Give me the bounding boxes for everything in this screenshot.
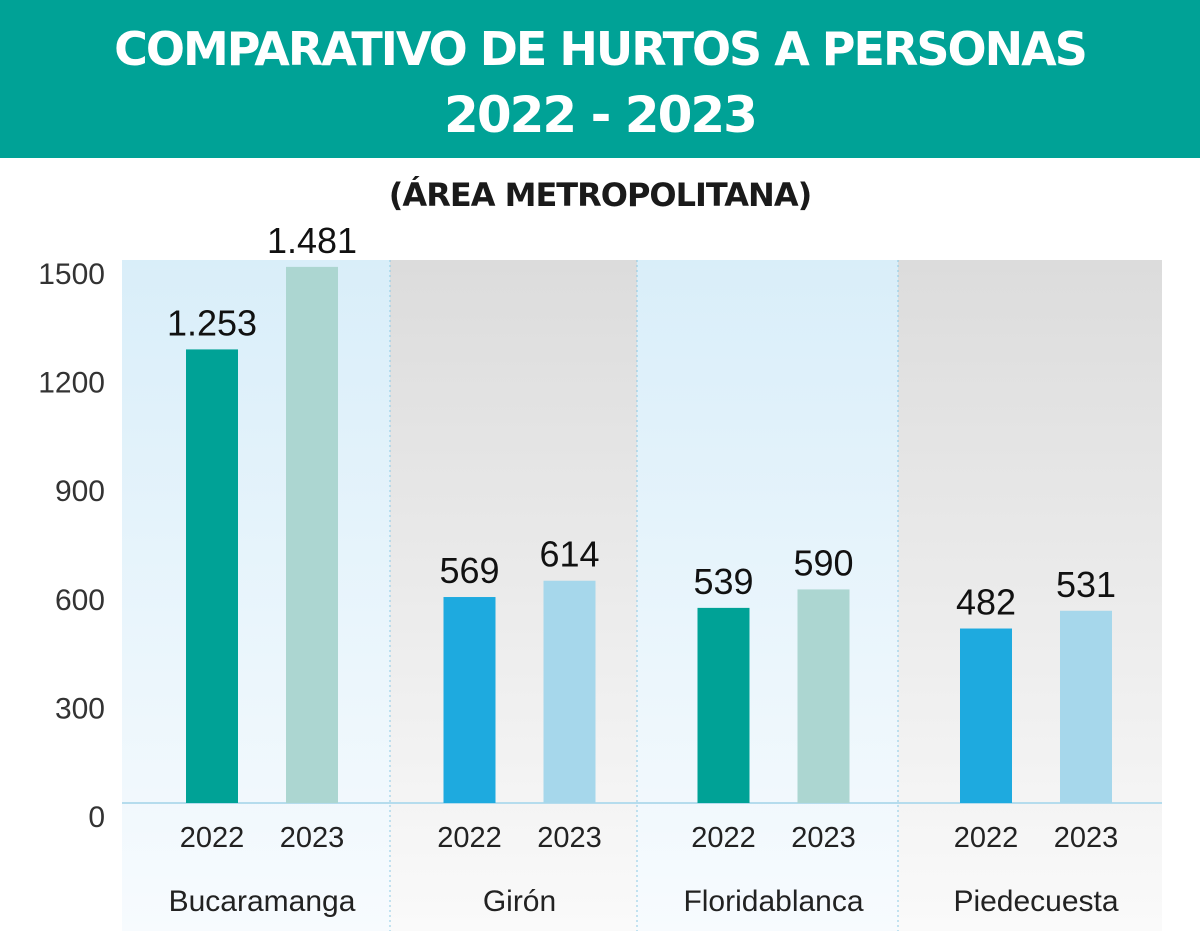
- bar-girón-2023: [543, 580, 596, 803]
- y-tick-label: 300: [55, 692, 105, 725]
- data-label: 531: [1056, 564, 1116, 605]
- title-banner: COMPARATIVO DE HURTOS A PERSONAS 2022 - …: [0, 0, 1200, 158]
- data-label: 1.253: [167, 302, 257, 343]
- y-tick-label: 900: [55, 475, 105, 508]
- x-tick-year: 2023: [1054, 822, 1119, 854]
- y-tick-label: 600: [55, 584, 105, 617]
- x-tick-year: 2022: [180, 822, 245, 854]
- bar-piedecuesta-2022: [960, 628, 1012, 803]
- panel-2: [637, 260, 898, 931]
- panel-0: [122, 260, 390, 931]
- x-tick-year: 2023: [791, 822, 856, 854]
- panel-3: [898, 260, 1162, 931]
- bar-floridablanca-2023: [797, 589, 850, 803]
- data-label: 482: [956, 582, 1016, 623]
- bar-bucaramanga-2023: [286, 266, 338, 803]
- chart-title-years: 2022 - 2023: [444, 86, 758, 144]
- x-category-label: Piedecuesta: [953, 885, 1118, 918]
- x-tick-year: 2023: [537, 822, 602, 854]
- bar-girón-2022: [443, 597, 496, 803]
- bar-piedecuesta-2023: [1060, 610, 1112, 803]
- x-tick-year: 2022: [954, 822, 1019, 854]
- y-tick-label: 1200: [38, 367, 105, 400]
- bar-floridablanca-2022: [697, 607, 750, 803]
- bar-bucaramanga-2022: [186, 349, 238, 803]
- x-tick-year: 2023: [280, 822, 345, 854]
- x-category-label: Girón: [483, 885, 556, 918]
- y-tick-label: 0: [88, 801, 105, 834]
- panel-1: [390, 260, 637, 931]
- data-label: 569: [439, 550, 499, 591]
- x-category-label: Bucaramanga: [169, 885, 356, 918]
- data-label: 539: [693, 561, 753, 602]
- chart-subtitle: (ÁREA METROPOLITANA): [388, 176, 812, 214]
- y-tick-label: 1500: [38, 258, 105, 291]
- x-tick-year: 2022: [437, 822, 502, 854]
- x-category-label: Floridablanca: [683, 885, 863, 918]
- data-label: 614: [539, 534, 599, 575]
- chart-title: COMPARATIVO DE HURTOS A PERSONAS: [114, 22, 1088, 76]
- data-label: 590: [793, 542, 853, 583]
- x-tick-year: 2022: [691, 822, 756, 854]
- data-label: 1.481: [267, 220, 357, 261]
